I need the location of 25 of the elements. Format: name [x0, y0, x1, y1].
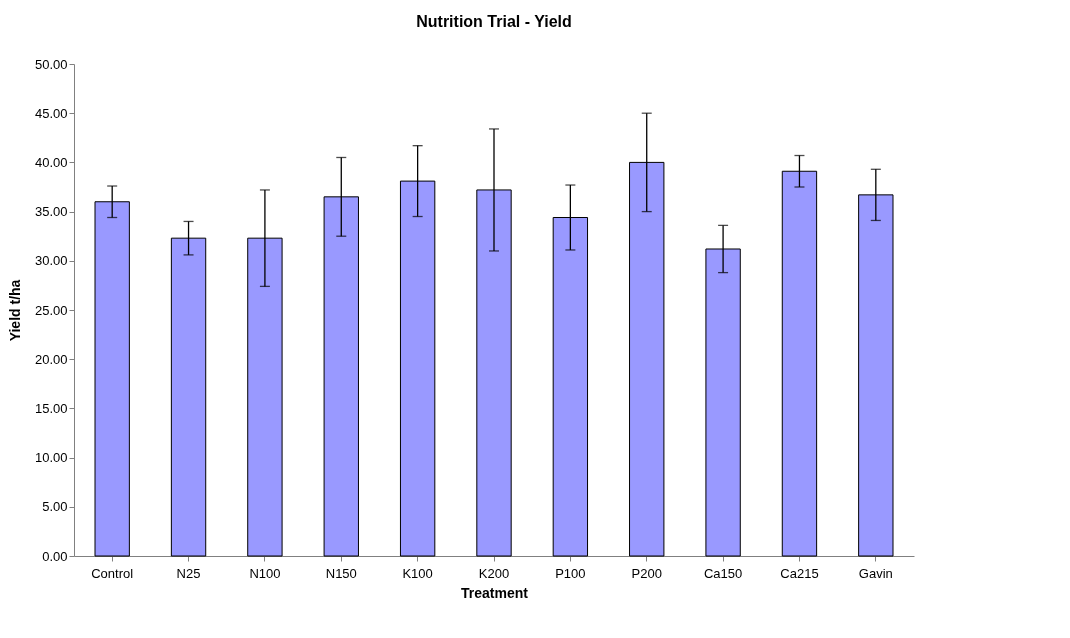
y-tick-label: 0.00: [42, 548, 68, 564]
x-tick-label: Ca215: [780, 565, 819, 581]
y-axis-title: Yield t/ha: [6, 279, 23, 342]
x-tick-label: N100: [249, 565, 281, 581]
x-tick-label: Control: [91, 565, 134, 581]
x-tick-label: K100: [402, 565, 433, 581]
x-tick-label: P100: [555, 565, 586, 581]
x-tick-label: Ca150: [703, 565, 743, 581]
y-tick-label: 50.00: [34, 56, 68, 72]
y-tick-label: 5.00: [42, 499, 68, 515]
y-tick-label: 10.00: [34, 450, 68, 466]
y-tick-label: 35.00: [34, 204, 68, 220]
x-tick-label: Gavin: [858, 565, 893, 581]
y-tick-label: 40.00: [34, 154, 68, 170]
x-axis-title: Treatment: [461, 584, 529, 601]
x-tick-label: P200: [631, 565, 662, 581]
x-tick-label: N25: [176, 565, 201, 581]
y-tick-label: 25.00: [34, 302, 68, 318]
y-tick-label: 45.00: [34, 105, 68, 121]
chart-title: Nutrition Trial - Yield: [416, 13, 572, 30]
x-tick-label: K200: [478, 565, 510, 581]
y-tick-label: 20.00: [34, 351, 68, 367]
y-tick-label: 30.00: [34, 253, 68, 269]
y-tick-label: 15.00: [34, 400, 68, 416]
x-tick-label: N150: [325, 565, 357, 581]
